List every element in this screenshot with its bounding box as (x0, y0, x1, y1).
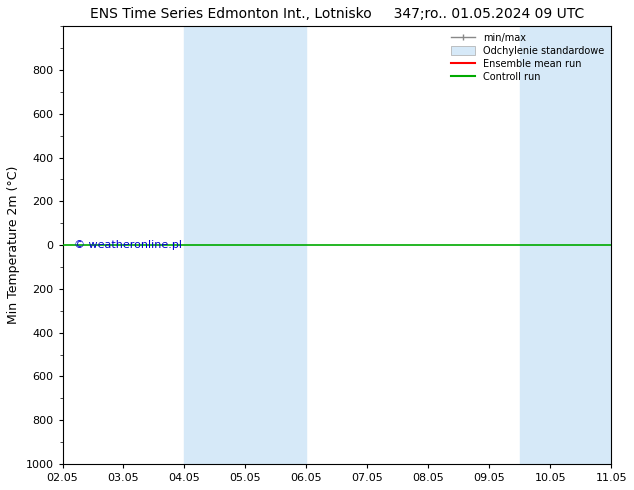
Title: ENS Time Series Edmonton Int., Lotnisko     347;ro.. 01.05.2024 09 UTC: ENS Time Series Edmonton Int., Lotnisko … (90, 7, 584, 21)
Bar (184, 26, 306, 464)
Legend: min/max, Odchylenie standardowe, Ensemble mean run, Controll run: min/max, Odchylenie standardowe, Ensembl… (447, 29, 609, 86)
Bar (520, 26, 611, 464)
Y-axis label: Min Temperature 2m (°C): Min Temperature 2m (°C) (7, 166, 20, 324)
Text: © weatheronline.pl: © weatheronline.pl (74, 240, 181, 250)
